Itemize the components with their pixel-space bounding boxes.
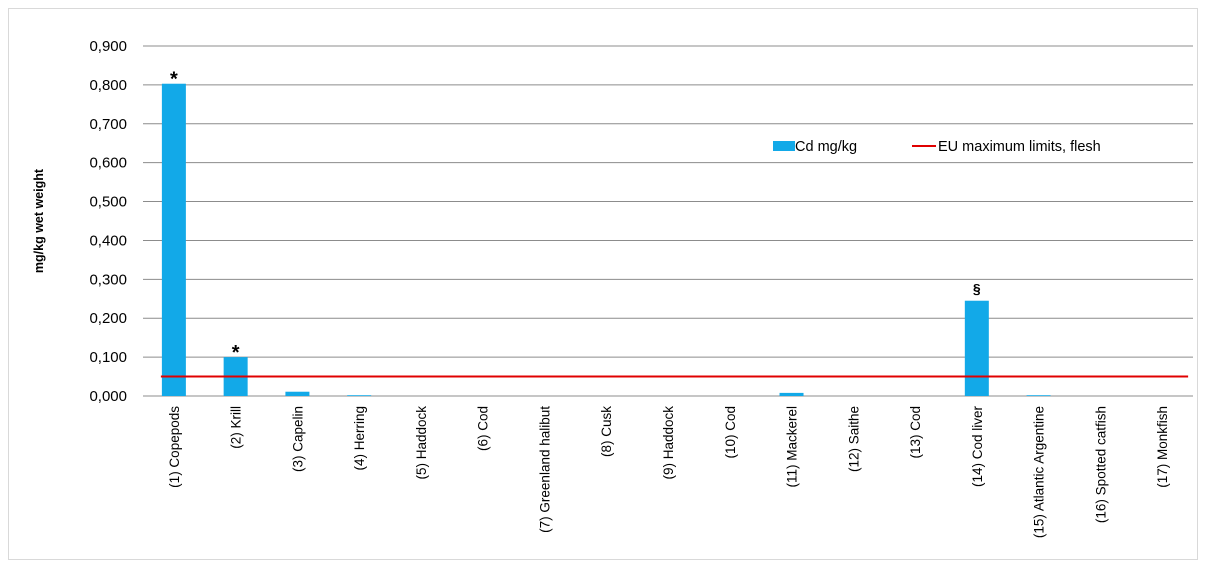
legend-swatch-bar	[773, 141, 795, 151]
y-tick-label: 0,600	[89, 155, 127, 172]
x-tick-label: (13) Cod	[908, 406, 923, 459]
x-tick-label: (2) Krill	[229, 406, 244, 449]
bar	[161, 83, 186, 396]
y-tick-label: 0,000	[89, 388, 127, 405]
bar	[779, 392, 804, 396]
y-tick-label: 0,400	[89, 232, 127, 249]
x-tick-label: (17) Monkfish	[1155, 406, 1170, 488]
x-tick-label: (3) Capelin	[290, 406, 305, 472]
bar	[285, 391, 310, 396]
x-tick-label: (15) Atlantic Argentine	[1032, 406, 1047, 538]
x-tick-label: (7) Greenland halibut	[537, 406, 552, 533]
y-tick-label: 0,500	[89, 194, 127, 211]
y-tick-label: 0,200	[89, 310, 127, 327]
y-tick-label: 0,100	[89, 349, 127, 366]
annotation-section-sign: §	[973, 281, 981, 297]
y-tick-label: 0,700	[89, 116, 127, 133]
bar	[1026, 395, 1051, 396]
x-tick-label: (8) Cusk	[599, 406, 614, 457]
x-tick-label: (1) Copepods	[167, 406, 182, 488]
y-axis-title: mg/kg wet weight	[32, 168, 46, 273]
bar	[964, 300, 989, 396]
y-tick-label: 0,900	[89, 38, 127, 55]
x-tick-label: (16) Spotted catfish	[1093, 406, 1108, 523]
legend-label-line: EU maximum limits, flesh	[938, 139, 1101, 155]
x-tick-label: (5) Haddock	[414, 406, 429, 480]
x-tick-label: (12) Saithe	[846, 406, 861, 472]
x-tick-label: (4) Herring	[352, 406, 367, 471]
legend-label-bar: Cd mg/kg	[795, 139, 857, 155]
annotation-asterisk: *	[232, 342, 240, 364]
x-tick-label: (9) Haddock	[661, 406, 676, 480]
annotation-asterisk: *	[170, 69, 178, 91]
x-tick-label: (10) Cod	[723, 406, 738, 459]
x-tick-label: (11) Mackerel	[785, 406, 800, 488]
x-tick-label: (14) Cod liver	[970, 406, 985, 488]
x-tick-label: (6) Cod	[476, 406, 491, 451]
chart-frame	[8, 8, 1198, 560]
y-tick-label: 0,800	[89, 77, 127, 94]
bar	[347, 395, 372, 396]
y-tick-label: 0,300	[89, 271, 127, 288]
